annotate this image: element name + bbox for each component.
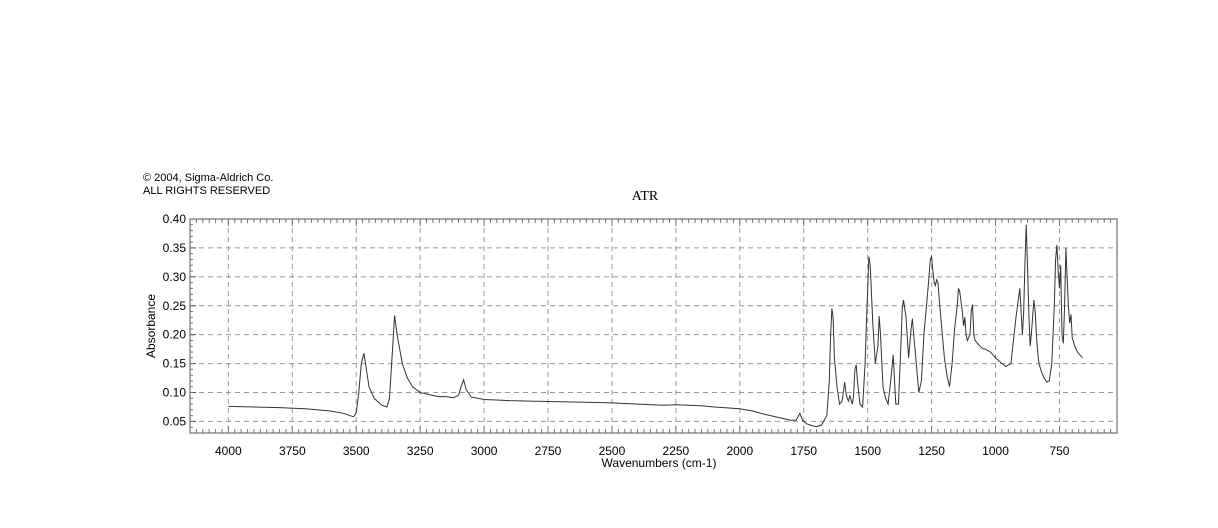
y-tick-label: 0.05: [163, 414, 187, 428]
y-tick-label: 0.35: [163, 241, 187, 255]
x-tick-label: 2250: [663, 444, 690, 458]
x-tick-label: 2750: [535, 444, 562, 458]
rights-line: ALL RIGHTS RESERVED: [143, 185, 271, 197]
copyright-notice: © 2004, Sigma-Aldrich Co. ALL RIGHTS RES…: [143, 172, 273, 198]
grid-layer: [190, 218, 1117, 433]
x-tick-label: 4000: [215, 444, 242, 458]
y-tick-label: 0.15: [163, 357, 187, 371]
x-tick-label: 2000: [726, 444, 753, 458]
x-tick-label: 3000: [471, 444, 498, 458]
y-tick-label: 0.40: [163, 212, 187, 226]
tick-layer: [189, 218, 1118, 433]
y-axis-label: Absorbance: [144, 294, 158, 358]
x-axis-label: Wavenumbers (cm-1): [602, 456, 717, 470]
y-tick-label: 0.20: [163, 328, 187, 342]
x-tick-label: 1000: [982, 444, 1009, 458]
chart-title: ATR: [631, 189, 659, 204]
x-tick-label: 2500: [599, 444, 626, 458]
x-tick-label: 1500: [854, 444, 881, 458]
plot-frame: [189, 218, 1118, 434]
x-tick-label: 750: [1049, 444, 1069, 458]
spectrum-line: [228, 224, 1083, 428]
copyright-line: © 2004, Sigma-Aldrich Co.: [143, 172, 274, 184]
tick-label-layer: 4000 3750 3500 3250 3000 2750 2500 2250 2000 1750…: [163, 212, 1070, 458]
x-tick-label: 3750: [279, 444, 306, 458]
x-tick-label: 3500: [343, 444, 370, 458]
x-tick-label: 3250: [407, 444, 434, 458]
y-tick-label: 0.25: [163, 299, 187, 313]
x-tick-label: 1250: [918, 444, 945, 458]
y-tick-label: 0.30: [163, 270, 187, 284]
x-tick-label: 1750: [790, 444, 817, 458]
y-tick-label: 0.10: [163, 386, 187, 400]
